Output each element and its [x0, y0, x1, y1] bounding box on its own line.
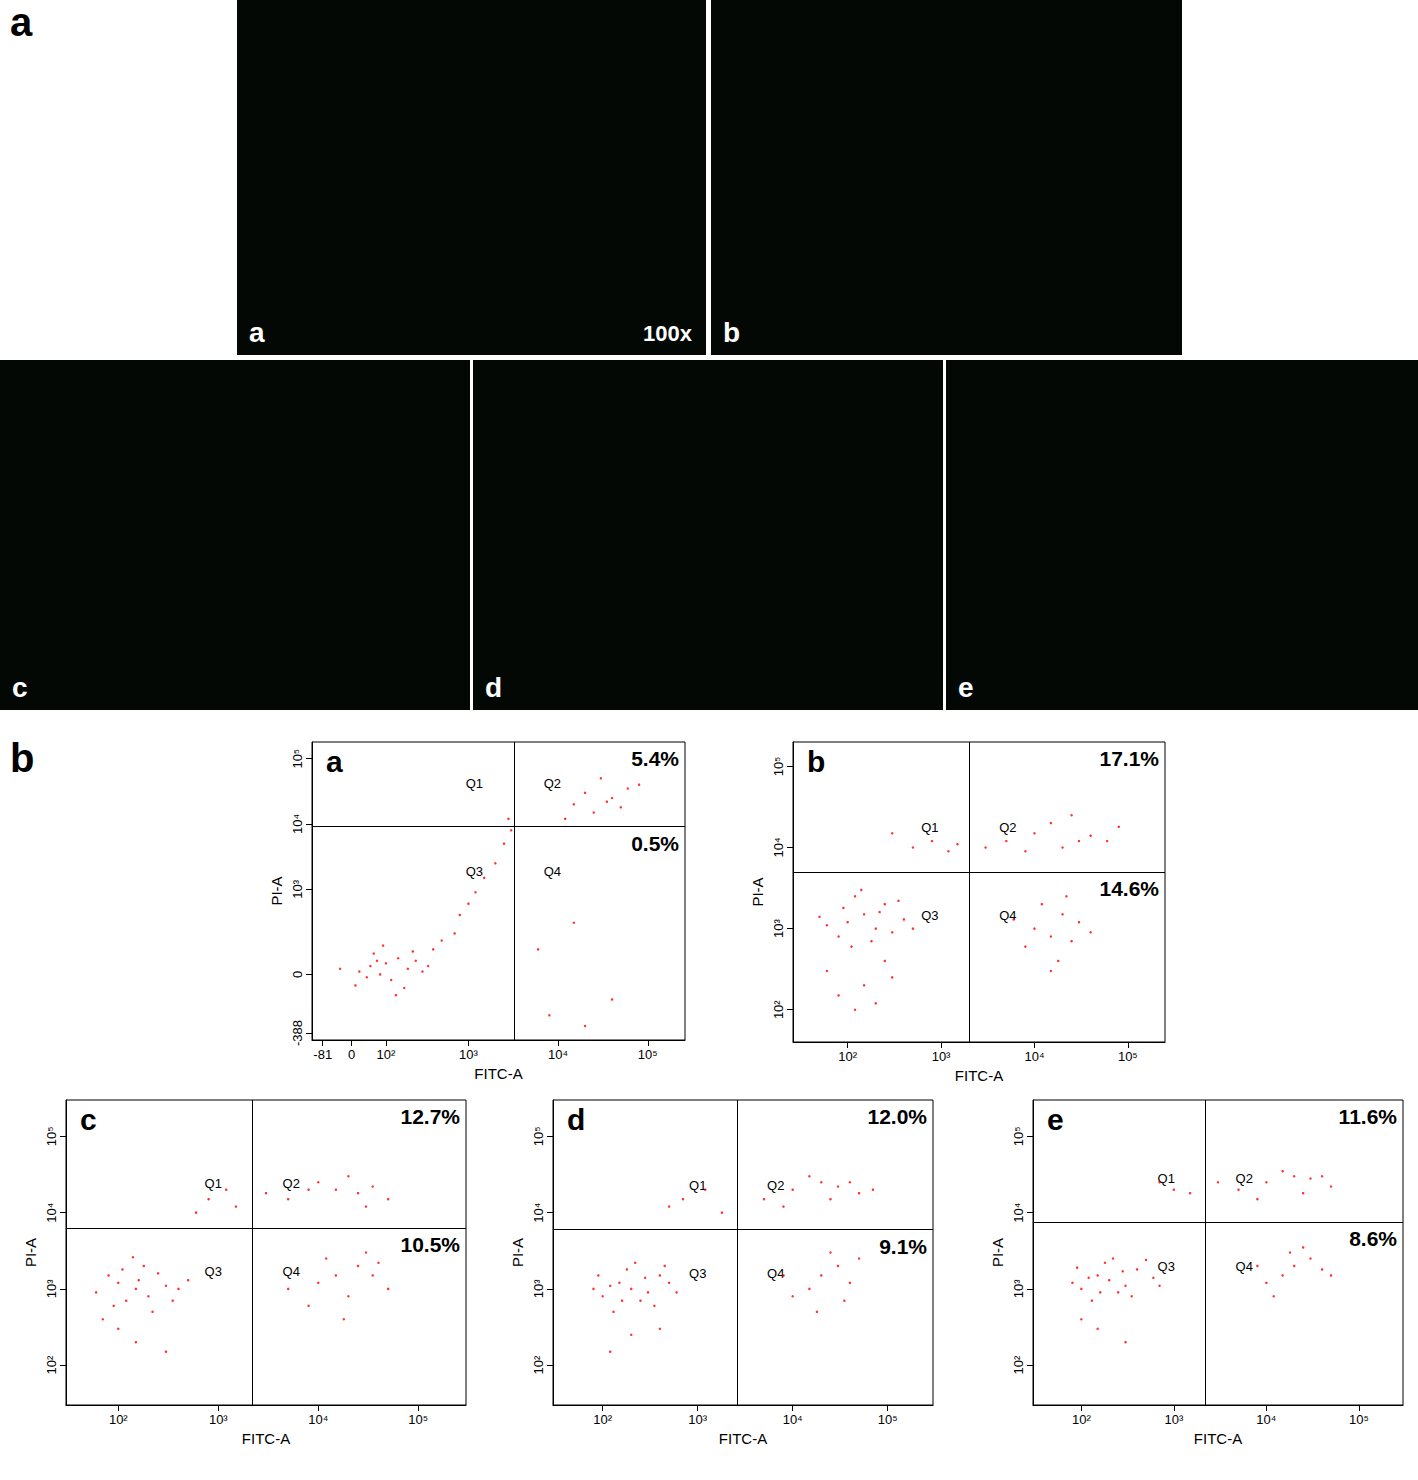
- svg-text:10³: 10³: [1011, 1279, 1026, 1298]
- svg-text:10⁵: 10⁵: [44, 1126, 59, 1146]
- svg-text:Q1: Q1: [689, 1178, 706, 1193]
- svg-text:10⁴: 10⁴: [290, 814, 305, 834]
- svg-text:12.7%: 12.7%: [400, 1105, 460, 1128]
- svg-text:a: a: [326, 745, 343, 778]
- svg-text:10³: 10³: [771, 919, 786, 938]
- svg-text:Q3: Q3: [466, 864, 483, 879]
- svg-text:10²: 10²: [771, 1000, 786, 1019]
- svg-text:10⁴: 10⁴: [1011, 1203, 1026, 1223]
- svg-text:Q4: Q4: [999, 908, 1016, 923]
- svg-text:10⁵: 10⁵: [638, 1047, 658, 1062]
- svg-text:0: 0: [348, 1047, 355, 1062]
- svg-text:10²: 10²: [1011, 1355, 1026, 1374]
- svg-text:Q2: Q2: [767, 1178, 784, 1193]
- svg-text:10⁵: 10⁵: [878, 1412, 898, 1427]
- svg-text:11.6%: 11.6%: [1339, 1105, 1398, 1128]
- svg-text:e: e: [1047, 1103, 1064, 1136]
- svg-text:Q1: Q1: [1158, 1171, 1175, 1186]
- html-text:a: a: [249, 317, 265, 348]
- svg-text:10²: 10²: [838, 1049, 857, 1064]
- svg-text:10⁵: 10⁵: [1011, 1126, 1026, 1146]
- html-text:e: e: [958, 672, 974, 703]
- svg-text:Q4: Q4: [1236, 1259, 1253, 1274]
- svg-text:10³: 10³: [1164, 1412, 1183, 1427]
- svg-text:Q3: Q3: [689, 1266, 706, 1281]
- svg-text:Q2: Q2: [544, 776, 561, 791]
- svg-text:10²: 10²: [377, 1047, 396, 1062]
- html-text:a: a: [10, 0, 33, 44]
- svg-text:Q3: Q3: [1158, 1259, 1175, 1274]
- svg-text:10⁵: 10⁵: [408, 1412, 428, 1427]
- svg-text:10²: 10²: [1072, 1412, 1091, 1427]
- svg-text:FITC-A: FITC-A: [719, 1430, 767, 1447]
- svg-text:10⁴: 10⁴: [783, 1412, 803, 1427]
- svg-text:b: b: [807, 745, 825, 778]
- svg-text:10³: 10³: [209, 1412, 228, 1427]
- svg-text:10⁴: 10⁴: [531, 1203, 546, 1223]
- svg-text:Q3: Q3: [921, 908, 938, 923]
- svg-text:10³: 10³: [688, 1412, 707, 1427]
- svg-text:d: d: [567, 1103, 585, 1136]
- html-text:c: c: [12, 672, 28, 703]
- svg-text:12.0%: 12.0%: [867, 1105, 927, 1128]
- svg-text:10⁴: 10⁴: [308, 1412, 328, 1427]
- svg-text:10³: 10³: [932, 1049, 951, 1064]
- svg-text:c: c: [80, 1103, 97, 1136]
- svg-text:-81: -81: [313, 1047, 332, 1062]
- svg-text:10²: 10²: [44, 1355, 59, 1374]
- svg-text:Q4: Q4: [544, 864, 561, 879]
- svg-text:Q4: Q4: [767, 1266, 784, 1281]
- svg-text:10⁵: 10⁵: [771, 756, 786, 776]
- svg-text:5.4%: 5.4%: [631, 747, 679, 770]
- svg-text:Q1: Q1: [205, 1176, 222, 1191]
- svg-text:8.6%: 8.6%: [1349, 1227, 1397, 1250]
- svg-text:10²: 10²: [109, 1412, 128, 1427]
- svg-text:10⁴: 10⁴: [771, 837, 786, 857]
- svg-text:10³: 10³: [459, 1047, 478, 1062]
- svg-text:PI-A: PI-A: [509, 1238, 526, 1267]
- html-text:b: b: [723, 317, 741, 348]
- svg-text:0.5%: 0.5%: [631, 832, 679, 855]
- svg-text:10⁵: 10⁵: [1118, 1049, 1138, 1064]
- html-text:d: d: [485, 672, 503, 703]
- svg-text:10.5%: 10.5%: [400, 1233, 460, 1256]
- svg-text:10⁵: 10⁵: [1349, 1412, 1369, 1427]
- svg-text:Q1: Q1: [466, 776, 483, 791]
- svg-text:PI-A: PI-A: [749, 877, 766, 906]
- html-text:100x: 100x: [643, 321, 692, 346]
- svg-text:10⁴: 10⁴: [1024, 1049, 1044, 1064]
- svg-text:10⁴: 10⁴: [1256, 1412, 1276, 1427]
- svg-text:10³: 10³: [531, 1279, 546, 1298]
- svg-text:10⁴: 10⁴: [44, 1203, 59, 1223]
- svg-text:Q2: Q2: [1236, 1171, 1253, 1186]
- svg-text:Q1: Q1: [921, 820, 938, 835]
- svg-text:PI-A: PI-A: [268, 876, 285, 905]
- svg-text:PI-A: PI-A: [989, 1238, 1006, 1267]
- svg-text:14.6%: 14.6%: [1099, 877, 1159, 900]
- svg-text:10⁵: 10⁵: [290, 749, 305, 769]
- html-text:b: b: [10, 736, 35, 780]
- svg-text:FITC-A: FITC-A: [474, 1065, 522, 1082]
- svg-text:10³: 10³: [44, 1279, 59, 1298]
- svg-text:10⁴: 10⁴: [548, 1047, 568, 1062]
- svg-text:FITC-A: FITC-A: [1194, 1430, 1242, 1447]
- svg-text:FITC-A: FITC-A: [242, 1430, 290, 1447]
- svg-text:Q4: Q4: [283, 1264, 300, 1279]
- svg-text:0: 0: [290, 971, 305, 978]
- svg-text:17.1%: 17.1%: [1099, 747, 1159, 770]
- svg-text:10²: 10²: [531, 1355, 546, 1374]
- svg-text:9.1%: 9.1%: [879, 1235, 927, 1258]
- svg-text:Q2: Q2: [283, 1176, 300, 1191]
- svg-text:-388: -388: [290, 1020, 305, 1046]
- svg-text:10²: 10²: [593, 1412, 612, 1427]
- svg-text:Q3: Q3: [205, 1264, 222, 1279]
- svg-text:FITC-A: FITC-A: [955, 1067, 1003, 1084]
- svg-text:10⁵: 10⁵: [531, 1126, 546, 1146]
- svg-text:Q2: Q2: [999, 820, 1016, 835]
- svg-text:PI-A: PI-A: [22, 1238, 39, 1267]
- svg-text:10³: 10³: [290, 879, 305, 898]
